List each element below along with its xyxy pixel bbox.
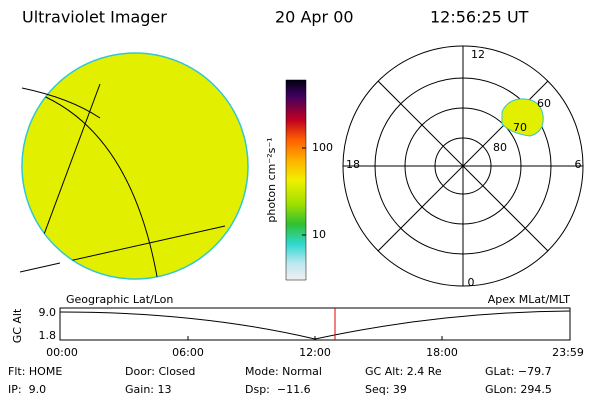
footer-field: Flt: HOME [8, 365, 62, 378]
footer-field: GLon: 294.5 [485, 383, 552, 396]
footer-field: Mode: Normal [245, 365, 322, 378]
date: 20 Apr 00 [275, 8, 354, 27]
footer-field: Gain: 13 [125, 383, 172, 396]
polar-plot [342, 45, 584, 287]
mlt-label: 18 [346, 158, 360, 171]
alt-y-tick: 1.8 [39, 329, 57, 342]
footer-field: GLat: −79.7 [485, 365, 552, 378]
alt-left-title: Geographic Lat/Lon [66, 293, 173, 306]
footer: Flt: HOME Door: Closed Mode: Normal GC Alt:… [8, 365, 552, 396]
alt-right-title: Apex MLat/MLT [488, 293, 571, 306]
colorbar-label: photon cm⁻²s⁻¹ [265, 137, 278, 222]
alt-x-tick: 00:00 [46, 346, 78, 359]
mlat-label: 70 [513, 121, 527, 134]
alt-x-tick: 23:59 [552, 346, 584, 359]
uv-image [19, 52, 249, 280]
mlt-label: 12 [471, 48, 485, 61]
mlat-label: 60 [537, 97, 551, 110]
footer-field: GC Alt: 2.4 Re [365, 365, 442, 378]
footer-field: Dsp: −11.6 [245, 383, 311, 396]
alt-plot [59, 307, 571, 341]
mlt-label: 0 [468, 276, 475, 289]
alt-x-tick: 06:00 [172, 346, 204, 359]
mlat-label: 80 [493, 141, 507, 154]
alt-x-tick: 18:00 [426, 346, 458, 359]
alt-y-label: GC Alt [11, 308, 24, 343]
colorbar [285, 79, 307, 281]
instrument: Ultraviolet Imager [22, 8, 167, 27]
colorbar-tick-label: 100 [312, 141, 333, 154]
alt-y-tick: 9.0 [39, 306, 57, 319]
footer-field: IP: 9.0 [8, 383, 46, 396]
footer-field: Seq: 39 [365, 383, 407, 396]
colorbar-tick-label: 10 [312, 228, 326, 241]
mlt-label: 6 [575, 158, 582, 171]
footer-field: Door: Closed [125, 365, 195, 378]
time: 12:56:25 UT [430, 8, 529, 27]
alt-x-tick: 12:00 [299, 346, 331, 359]
